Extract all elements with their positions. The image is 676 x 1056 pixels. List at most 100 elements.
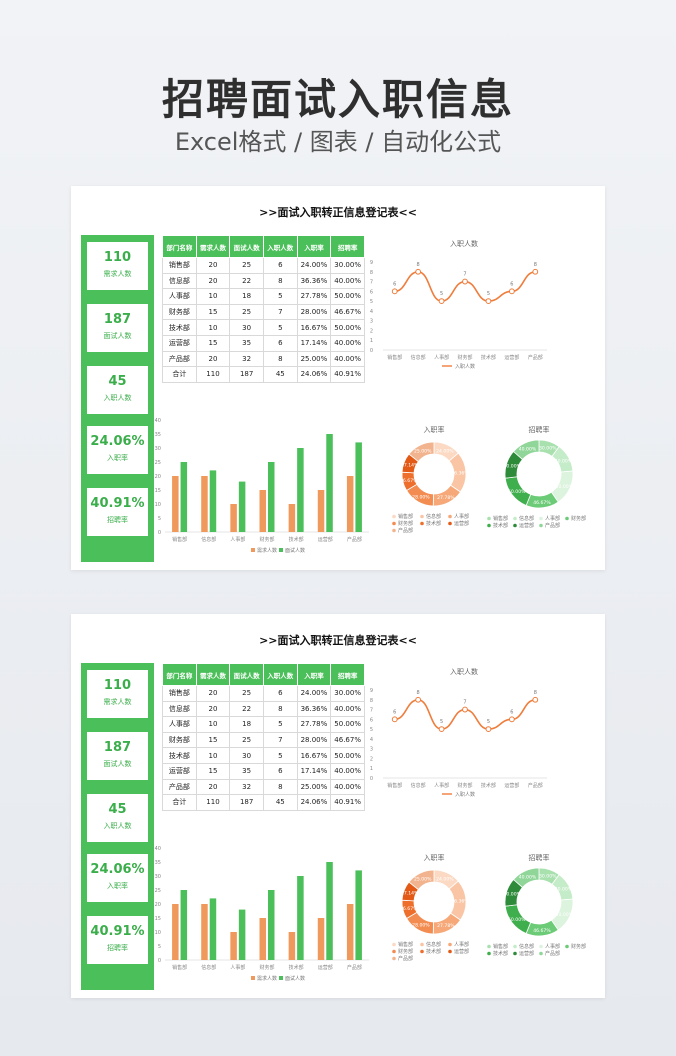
x-tick-label: 信息部 xyxy=(201,964,216,971)
data-label: 17.14% xyxy=(401,463,419,469)
x-tick-label: 财务部 xyxy=(457,782,472,789)
y-tick-label: 10 xyxy=(155,502,161,508)
table-cell: 10 xyxy=(195,716,231,733)
kpi-value: 40.91% xyxy=(90,924,145,939)
x-tick-label: 财务部 xyxy=(457,354,472,361)
legend-swatch xyxy=(251,976,255,980)
data-label: 8 xyxy=(417,262,420,268)
kpi-card-interview: 187 面试人数 xyxy=(87,304,148,352)
line-point xyxy=(532,268,539,275)
legend-swatch xyxy=(251,548,255,552)
table-cell: 15 xyxy=(195,334,231,352)
kpi-value: 24.06% xyxy=(90,862,145,877)
table-cell: 20 xyxy=(195,700,231,718)
y-tick-label: 25 xyxy=(155,460,161,466)
donut-chart-recruit-rate: 招聘率30.00%40.00%50.00%46.67%50.00%40.00%4… xyxy=(487,425,586,529)
table-cell: 40.91% xyxy=(330,366,365,383)
y-tick-label: 20 xyxy=(155,474,161,480)
x-tick-label: 人事部 xyxy=(434,354,449,361)
department-table: 部门名称 需求人数 面试人数 入职人数 入职率 招聘率 销售部 20 25 6 24.0… xyxy=(162,663,365,811)
y-tick-label: 15 xyxy=(155,916,161,922)
table-cell: 产品部 xyxy=(162,350,197,368)
kpi-value: 45 xyxy=(108,374,127,389)
x-tick-label: 产品部 xyxy=(528,354,543,361)
data-label: 5 xyxy=(440,291,443,297)
line-point xyxy=(462,278,468,285)
table-row: 技术部 10 30 5 16.67% 50.00% xyxy=(162,319,365,336)
kpi-card-hire-rate: 24.06% 入职率 xyxy=(87,854,148,902)
y-tick-label: 1 xyxy=(370,766,373,772)
table-cell: 25.00% xyxy=(296,350,332,368)
data-label: 8 xyxy=(417,690,420,696)
y-tick-label: 4 xyxy=(370,309,373,315)
line-point xyxy=(508,716,515,723)
legend-label: 信息部 xyxy=(519,943,534,950)
data-label: 46.67% xyxy=(533,928,551,934)
data-label: 7 xyxy=(463,700,466,706)
legend-swatch xyxy=(539,951,543,956)
legend-label: 销售部 xyxy=(398,513,413,520)
data-label: 17.14% xyxy=(401,891,419,897)
x-tick-label: 信息部 xyxy=(411,354,426,361)
column-header: 招聘率 xyxy=(330,235,365,258)
table-cell: 技术部 xyxy=(162,747,197,764)
table-row: 销售部 20 25 6 24.00% 30.00% xyxy=(162,257,365,274)
legend-swatch xyxy=(513,516,517,521)
kpi-card-recruit-rate: 40.91% 招聘率 xyxy=(87,488,148,536)
table-cell: 5 xyxy=(262,288,298,305)
chart-title: 入职人数 xyxy=(450,239,478,248)
legend-label: 人事部 xyxy=(545,943,560,950)
bar-demand xyxy=(201,476,208,532)
table-cell: 10 xyxy=(195,288,231,305)
data-label: 27.78% xyxy=(437,923,455,929)
y-tick-label: 15 xyxy=(155,488,161,494)
data-label: 16.67% xyxy=(400,478,418,484)
kpi-value: 187 xyxy=(103,312,132,327)
x-tick-label: 产品部 xyxy=(528,782,543,789)
table-cell: 18 xyxy=(229,288,264,305)
data-label: 6 xyxy=(393,709,396,715)
x-tick-label: 信息部 xyxy=(411,782,426,789)
table-cell: 10 xyxy=(195,319,231,336)
table-cell: 25 xyxy=(229,257,264,274)
y-tick-label: 6 xyxy=(370,289,373,295)
data-label: 24.00% xyxy=(436,448,454,454)
kpi-value: 110 xyxy=(103,250,132,265)
table-cell: 6 xyxy=(262,257,298,274)
legend-swatch xyxy=(565,516,569,521)
legend-swatch xyxy=(392,521,396,526)
table-cell: 30.00% xyxy=(330,257,365,274)
table-cell: 15 xyxy=(195,303,231,321)
table-cell: 20 xyxy=(195,272,231,290)
line-point xyxy=(485,298,492,305)
data-label: 25.00% xyxy=(414,877,432,883)
donut-chart-hire-rate: 入职率 24.00% 36.36% 27.78% 28.00% 16.67% 17.14% 2… xyxy=(392,425,469,534)
legend-swatch xyxy=(392,956,396,961)
table-cell: 运营部 xyxy=(162,334,197,352)
line-point xyxy=(438,298,445,305)
y-tick-label: 40 xyxy=(155,418,161,424)
legend-label: 销售部 xyxy=(493,515,508,522)
kpi-card-hire-rate: 24.06% 入职率 xyxy=(87,426,148,474)
bar-demand xyxy=(346,476,354,532)
donut-slice xyxy=(408,441,435,463)
y-tick-label: 7 xyxy=(370,708,373,714)
donut-slice xyxy=(408,869,435,891)
bar-interview xyxy=(268,462,275,532)
kpi-value: 187 xyxy=(103,740,132,755)
table-cell: 27.78% xyxy=(296,716,332,733)
table-cell: 25 xyxy=(229,303,264,321)
data-label: 50.00% xyxy=(556,484,574,490)
table-cell: 50.00% xyxy=(330,716,365,733)
legend-swatch xyxy=(392,942,396,947)
x-tick-label: 销售部 xyxy=(172,964,187,971)
legend-label: 运营部 xyxy=(519,950,534,957)
y-tick-label: 0 xyxy=(158,530,161,536)
table-cell: 187 xyxy=(229,366,264,383)
y-tick-label: 35 xyxy=(155,860,161,866)
table-cell: 17.14% xyxy=(296,334,332,352)
kpi-card-demand: 110 需求人数 xyxy=(87,242,148,290)
x-tick-label: 运营部 xyxy=(318,536,333,543)
data-label: 30.00% xyxy=(539,445,557,451)
bar-demand xyxy=(172,476,179,532)
